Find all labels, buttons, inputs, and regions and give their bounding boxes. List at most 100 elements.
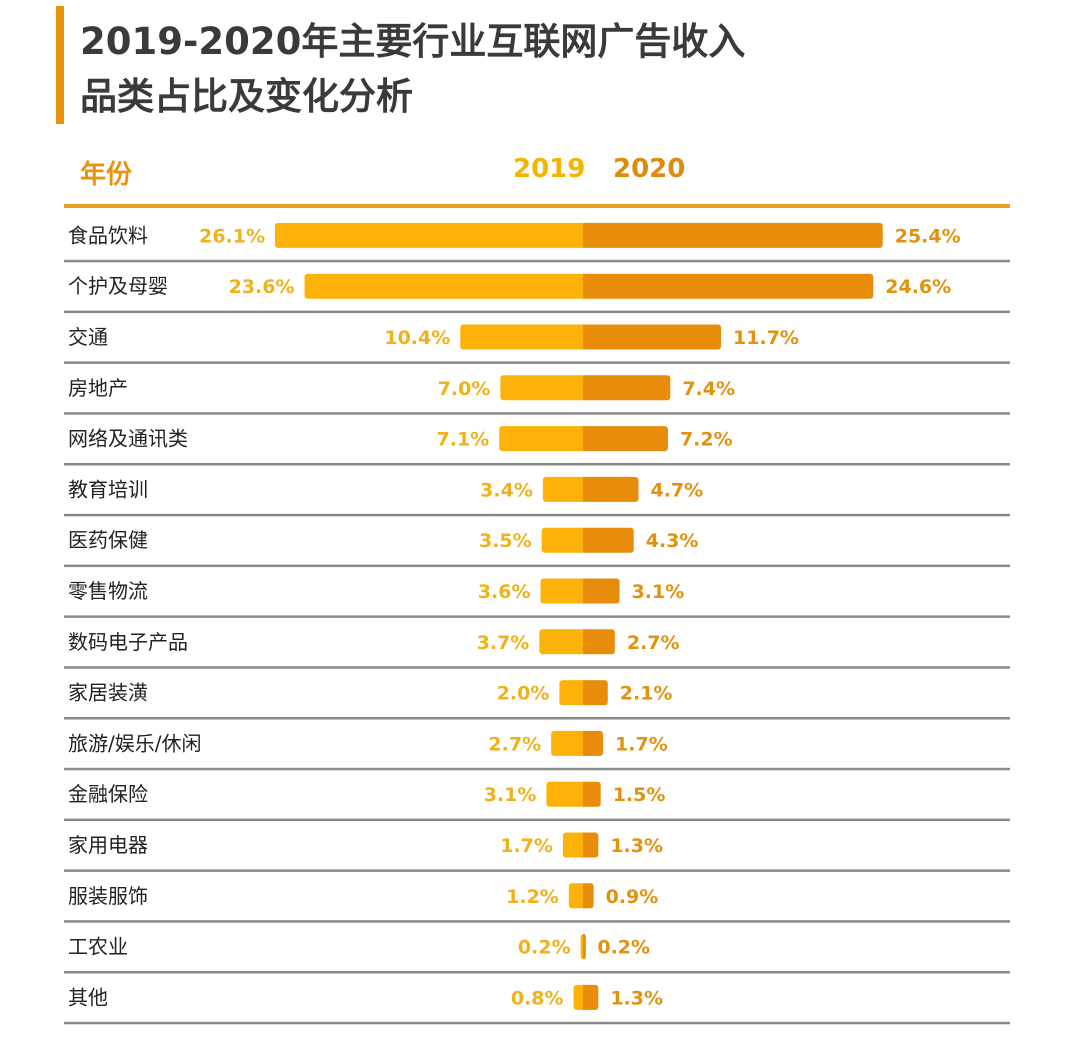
row-divider [64, 717, 1010, 720]
value-label-2020: 0.9% [606, 886, 659, 908]
title-line-2: 品类占比及变化分析 [80, 75, 413, 118]
bar-2019 [568, 883, 586, 909]
bar-2020-join [583, 222, 586, 248]
value-label-2020: 4.7% [650, 479, 703, 501]
bar-2019 [540, 578, 586, 604]
bar-2019 [562, 832, 586, 858]
value-label-2019: 23.6% [229, 276, 295, 298]
value-label-2020: 1.3% [610, 835, 663, 857]
bar-2020 [583, 578, 620, 604]
category-label: 工农业 [68, 935, 128, 959]
row-divider [64, 971, 1010, 974]
category-label: 数码电子产品 [68, 630, 188, 654]
value-label-2020: 7.2% [680, 429, 733, 451]
value-label-2020: 11.7% [733, 327, 799, 349]
bar-2020 [583, 680, 608, 706]
category-label: 服装服饰 [68, 884, 148, 908]
value-label-2019: 3.6% [478, 581, 531, 603]
bar-2020-join [583, 832, 586, 858]
chart-title: 2019-2020年主要行业互联网广告收入 品类占比及变化分析 [80, 14, 745, 124]
row-divider [64, 615, 1010, 618]
value-label-2019: 0.2% [518, 937, 571, 959]
bar-2020-join [583, 629, 586, 655]
row-divider [64, 463, 1010, 466]
bar-2020 [583, 222, 883, 248]
value-label-2019: 3.5% [479, 530, 532, 552]
bar-2020 [583, 832, 599, 858]
value-label-2019: 10.4% [384, 327, 450, 349]
bar-2019 [539, 629, 586, 655]
category-label: 个护及母婴 [68, 274, 168, 298]
row-divider [64, 920, 1010, 923]
value-label-2020: 1.7% [615, 733, 668, 755]
bar-2019 [275, 222, 586, 248]
bar-2020 [583, 527, 634, 553]
value-label-2020: 24.6% [885, 276, 951, 298]
value-label-2020: 2.1% [620, 683, 673, 705]
bar-2019 [559, 680, 586, 706]
row-divider [64, 818, 1010, 822]
category-label: 旅游/娱乐/休闲 [68, 731, 201, 755]
value-label-2020: 2.7% [627, 632, 680, 654]
bar-2020-join [583, 934, 586, 960]
bar-2020-join [583, 527, 586, 553]
value-label-2019: 1.2% [506, 886, 559, 908]
row-divider [64, 412, 1010, 415]
category-label: 网络及通讯类 [68, 427, 188, 451]
value-label-2019: 7.0% [438, 378, 491, 400]
bar-2020 [583, 984, 599, 1010]
bar-2020 [583, 324, 722, 350]
bar-2019 [551, 730, 586, 756]
value-label-2019: 26.1% [199, 225, 265, 247]
bar-2020-join [583, 680, 586, 706]
row-divider [64, 259, 1010, 263]
bar-2020-join [583, 883, 586, 909]
bar-2019 [573, 984, 586, 1010]
bar-2019 [500, 375, 586, 401]
value-label-2019: 2.0% [497, 683, 550, 705]
value-label-2019: 7.1% [437, 429, 490, 451]
category-label: 家用电器 [68, 833, 148, 857]
title-line-1: 2019-2020年主要行业互联网广告收入 [80, 20, 746, 63]
value-label-2019: 1.7% [500, 835, 553, 857]
category-header: 年份 [80, 160, 133, 190]
row-divider [64, 1021, 1010, 1025]
bar-2019 [499, 426, 586, 452]
row-divider [64, 767, 1010, 771]
category-label: 其他 [68, 985, 108, 1009]
row-divider [64, 869, 1010, 872]
category-label: 金融保险 [68, 782, 148, 806]
category-label: 交通 [68, 325, 108, 349]
bar-2020-join [583, 375, 586, 401]
category-label: 教育培训 [68, 477, 148, 501]
value-label-2020: 0.2% [597, 937, 650, 959]
bar-2020-join [583, 984, 586, 1010]
bar-2020-join [583, 324, 586, 350]
row-divider [64, 310, 1010, 314]
bar-2020 [583, 629, 615, 655]
bar-2020-join [583, 476, 586, 502]
bar-2020-join [583, 578, 586, 604]
value-label-2020: 25.4% [895, 225, 961, 247]
bar-2020 [583, 273, 874, 299]
row-divider [64, 666, 1010, 669]
bar-2020 [583, 730, 604, 756]
bar-2019 [460, 324, 586, 350]
title-accent-bar [56, 6, 64, 124]
row-divider [64, 564, 1010, 568]
bar-2019 [304, 273, 586, 299]
legend-2019: 2019 [513, 154, 586, 184]
header-divider [64, 204, 1010, 208]
category-label: 食品饮料 [68, 223, 148, 247]
value-label-2019: 3.7% [477, 632, 530, 654]
row-divider [64, 361, 1010, 364]
bar-2020-join [583, 426, 586, 452]
bar-2020 [583, 426, 668, 452]
category-label: 零售物流 [68, 579, 148, 603]
row-divider [64, 513, 1010, 517]
value-label-2019: 0.8% [511, 987, 564, 1009]
bar-2020 [583, 476, 639, 502]
bar-2019 [542, 476, 586, 502]
bar-2020-join [583, 273, 586, 299]
value-label-2020: 7.4% [682, 378, 735, 400]
